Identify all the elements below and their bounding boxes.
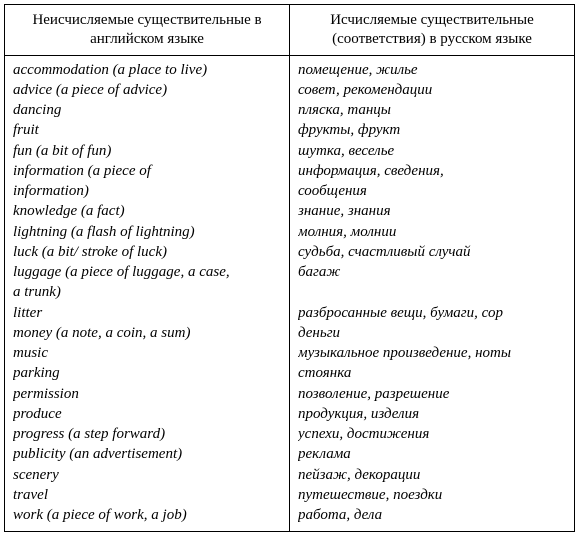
russian-line: разбросанные вещи, бумаги, сор [298,303,566,323]
english-line: publicity (an advertisement) [13,444,281,464]
english-line: produce [13,404,281,424]
russian-line-blank [298,282,566,302]
russian-line: позволение, разрешение [298,384,566,404]
russian-line: багаж [298,262,566,282]
english-line: fun (a bit of fun) [13,141,281,161]
english-line: luck (a bit/ stroke of luck) [13,242,281,262]
english-line: work (a piece of work, a job) [13,505,281,525]
russian-line: судьба, счастливый случай [298,242,566,262]
cell-russian: помещение, жильесовет, рекомендациипляск… [290,55,575,532]
russian-line: информация, сведения, [298,161,566,181]
russian-line: шутка, веселье [298,141,566,161]
english-line: dancing [13,100,281,120]
english-line: advice (a piece of advice) [13,80,281,100]
russian-line: продукция, изделия [298,404,566,424]
english-line: parking [13,363,281,383]
english-line: scenery [13,465,281,485]
header-col-english: Неисчисляемые существительные в английск… [5,5,290,56]
english-line: knowledge (a fact) [13,201,281,221]
russian-line: деньги [298,323,566,343]
russian-line: совет, рекомендации [298,80,566,100]
english-line: music [13,343,281,363]
nouns-table-container: Неисчисляемые существительные в английск… [0,0,579,536]
russian-line: реклама [298,444,566,464]
cell-english: accommodation (a place to live)advice (a… [5,55,290,532]
english-line: fruit [13,120,281,140]
russian-line: путешествие, поездки [298,485,566,505]
russian-line: молния, молнии [298,222,566,242]
russian-line: пляска, танцы [298,100,566,120]
russian-line: работа, дела [298,505,566,525]
english-line: money (a note, a coin, a sum) [13,323,281,343]
english-line: litter [13,303,281,323]
header-col-russian: Исчисляемые существительные (соответстви… [290,5,575,56]
russian-line: пейзаж, декорации [298,465,566,485]
english-line: luggage (a piece of luggage, a case, [13,262,281,282]
english-line: travel [13,485,281,505]
english-line: accommodation (a place to live) [13,60,281,80]
russian-line: знание, знания [298,201,566,221]
russian-line: фрукты, фрукт [298,120,566,140]
russian-line: помещение, жилье [298,60,566,80]
table-body: accommodation (a place to live)advice (a… [5,55,575,532]
english-line: lightning (a flash of lightning) [13,222,281,242]
body-row: accommodation (a place to live)advice (a… [5,55,575,532]
english-line: information (a piece of [13,161,281,181]
english-line: a trunk) [13,282,281,302]
english-line: permission [13,384,281,404]
nouns-table: Неисчисляемые существительные в английск… [4,4,575,532]
russian-line: успехи, достижения [298,424,566,444]
header-row: Неисчисляемые существительные в английск… [5,5,575,56]
table-header: Неисчисляемые существительные в английск… [5,5,575,56]
russian-line: стоянка [298,363,566,383]
english-line: progress (a step forward) [13,424,281,444]
russian-line: музыкальное произведение, ноты [298,343,566,363]
russian-line: сообщения [298,181,566,201]
english-line: information) [13,181,281,201]
